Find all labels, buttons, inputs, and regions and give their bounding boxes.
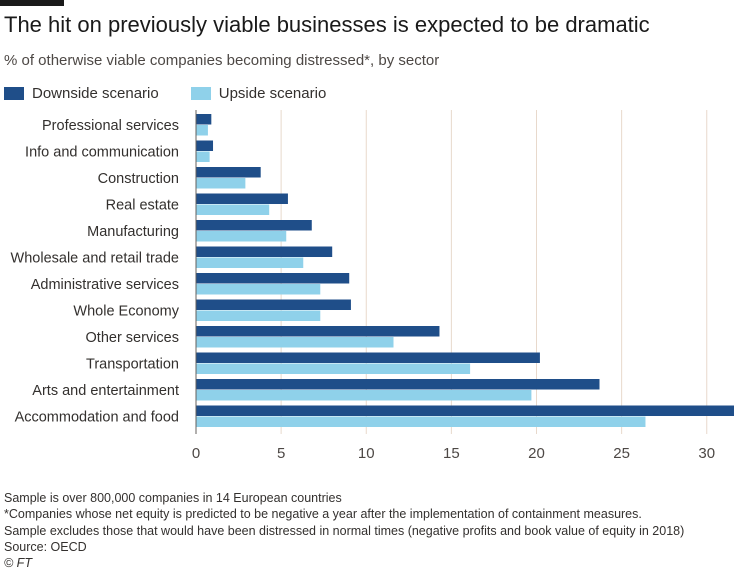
bar-downside-accommodation-and-food (196, 405, 734, 416)
bar-upside-manufacturing (196, 231, 287, 242)
category-label-arts-and-entertainment: Arts and entertainment (32, 383, 179, 399)
legend-swatch-downside (4, 87, 24, 100)
bar-downside-arts-and-entertainment (196, 379, 600, 390)
bar-chart: 0 5 10 15 20 25 30 Professional services Info an… (11, 110, 734, 462)
bar-upside-whole-economy (196, 310, 321, 321)
bar-upside-transportation (196, 363, 471, 374)
category-label-construction: Construction (98, 171, 179, 187)
legend-item-downside: Downside scenario (4, 85, 159, 102)
bar-downside-real-estate (196, 193, 288, 204)
category-label-manufacturing: Manufacturing (87, 224, 179, 240)
legend-swatch-upside (190, 87, 211, 100)
category-label-accommodation-and-food: Accommodation and food (15, 409, 179, 425)
legend: Downside scenario Upside scenario (4, 85, 358, 102)
bar-upside-real-estate (196, 204, 270, 215)
bar-upside-arts-and-entertainment (196, 390, 532, 401)
bar-upside-accommodation-and-food (196, 416, 646, 427)
bar-upside-info-and-communication (196, 151, 210, 162)
bar-downside-professional-services (196, 114, 212, 125)
x-tick-label-10: 10 (358, 445, 375, 462)
bar-upside-wholesale-and-retail-trade (196, 257, 304, 268)
bar-upside-other-services (196, 337, 394, 348)
footer-copyright: © FT (4, 556, 32, 571)
category-label-real-estate: Real estate (106, 197, 179, 213)
bar-downside-other-services (196, 326, 440, 337)
chart-subtitle: % of otherwise viable companies becoming… (4, 52, 440, 69)
category-label-professional-services: Professional services (42, 118, 179, 134)
x-tick-label-30: 30 (698, 445, 715, 462)
bar-upside-construction (196, 178, 246, 189)
x-tick-label-0: 0 (192, 445, 200, 462)
bar-downside-whole-economy (196, 299, 351, 310)
x-tick-label-20: 20 (528, 445, 545, 462)
x-tick-label-25: 25 (613, 445, 630, 462)
footer-definition-note: *Companies whose net equity is predicted… (4, 507, 642, 522)
legend-label-upside: Upside scenario (218, 85, 327, 102)
category-label-info-and-communication: Info and communication (25, 144, 179, 160)
bar-downside-wholesale-and-retail-trade (196, 246, 333, 257)
category-label-administrative-services: Administrative services (31, 277, 179, 293)
x-tick-label-5: 5 (277, 445, 285, 462)
bar-downside-manufacturing (196, 220, 312, 231)
footer-sample-note: Sample is over 800,000 companies in 14 E… (4, 491, 342, 505)
category-label-wholesale-and-retail-trade: Wholesale and retail trade (11, 250, 179, 266)
bar-downside-construction (196, 167, 261, 178)
x-tick-label-15: 15 (443, 445, 460, 462)
category-label-other-services: Other services (86, 330, 179, 346)
footer-notes: Sample is over 800,000 companies in 14 E… (4, 490, 684, 571)
legend-label-downside: Downside scenario (32, 85, 159, 102)
chart-title: The hit on previously viable businesses … (4, 12, 650, 37)
category-label-transportation: Transportation (86, 356, 179, 372)
bar-upside-administrative-services (196, 284, 321, 295)
bar-downside-administrative-services (196, 273, 350, 284)
brand-bar (0, 0, 64, 6)
footer-exclusion-note: Sample excludes those that would have be… (4, 523, 685, 538)
category-label-whole-economy: Whole Economy (73, 303, 179, 319)
bar-upside-professional-services (196, 125, 208, 136)
bar-downside-info-and-communication (196, 140, 214, 151)
legend-item-upside: Upside scenario (190, 85, 327, 102)
bar-downside-transportation (196, 352, 540, 363)
footer-source: Source: OECD (4, 539, 87, 554)
